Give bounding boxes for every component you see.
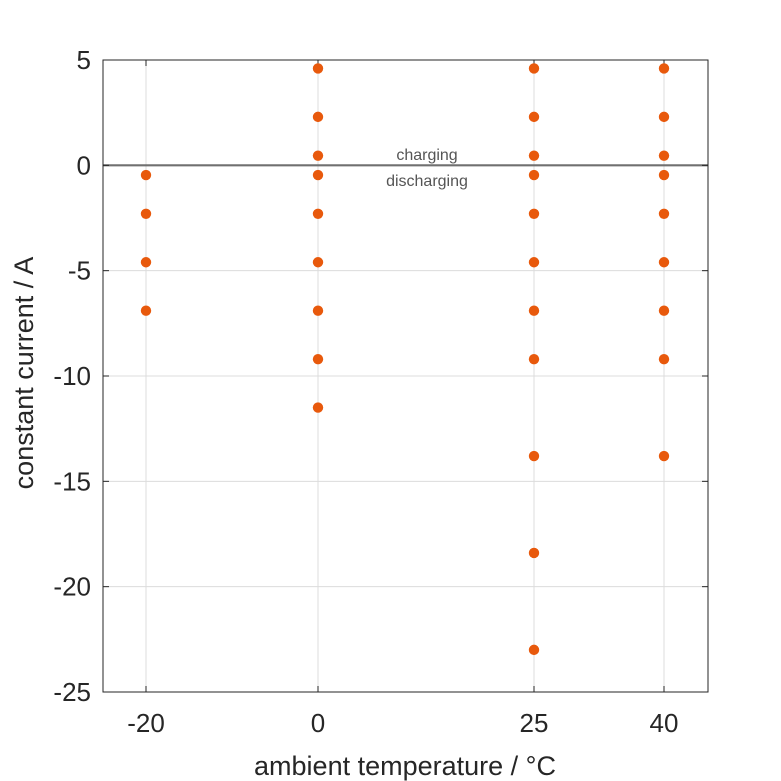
data-point — [528, 169, 540, 181]
data-point — [658, 257, 670, 268]
y-tick-label: 5 — [77, 45, 91, 75]
data-point — [528, 111, 540, 123]
y-tick-label: -10 — [53, 361, 91, 391]
x-tick-label: 25 — [520, 708, 549, 738]
data-point — [528, 644, 540, 656]
data-point — [312, 111, 324, 123]
charging-annotation: charging — [396, 147, 457, 164]
discharging-annotation: discharging — [386, 173, 468, 190]
y-tick-label: -20 — [53, 572, 91, 602]
data-point — [312, 150, 324, 161]
data-point — [658, 208, 670, 219]
data-point — [312, 402, 324, 413]
y-tick-label: -5 — [68, 256, 91, 286]
x-tick-label: 0 — [311, 708, 325, 738]
data-point — [528, 450, 540, 462]
data-point — [140, 208, 152, 219]
data-point — [658, 305, 670, 316]
x-tick-label: -20 — [127, 708, 165, 738]
data-point — [658, 63, 670, 74]
data-point — [528, 150, 540, 161]
y-axis-title: constant current / A — [9, 257, 39, 490]
data-point — [658, 450, 670, 462]
x-axis-title: ambient temperature / °C — [254, 751, 556, 781]
data-point — [140, 257, 152, 268]
data-point — [528, 305, 540, 316]
data-point — [528, 208, 540, 219]
data-point — [312, 169, 324, 181]
x-tick-labels: -20 0 25 40 — [127, 708, 678, 738]
y-tick-label: -25 — [53, 677, 91, 707]
data-points — [140, 63, 670, 656]
data-point — [658, 353, 670, 365]
data-point — [528, 547, 540, 559]
data-point — [528, 63, 540, 74]
y-tick-labels: 5 0 -5 -10 -15 -20 -25 — [53, 45, 91, 707]
data-point — [658, 111, 670, 123]
y-tick-label: -15 — [53, 466, 91, 496]
data-point — [528, 353, 540, 365]
x-tick-label: 40 — [650, 708, 679, 738]
data-point — [312, 305, 324, 316]
y-tick-label: 0 — [77, 150, 91, 180]
data-point — [140, 305, 152, 316]
data-point — [140, 169, 152, 181]
data-point — [312, 63, 324, 74]
data-point — [528, 257, 540, 268]
data-point — [312, 353, 324, 365]
data-point — [312, 208, 324, 219]
data-point — [312, 257, 324, 268]
data-point — [658, 169, 670, 181]
data-point — [658, 150, 670, 161]
tick-marks — [103, 59, 708, 693]
